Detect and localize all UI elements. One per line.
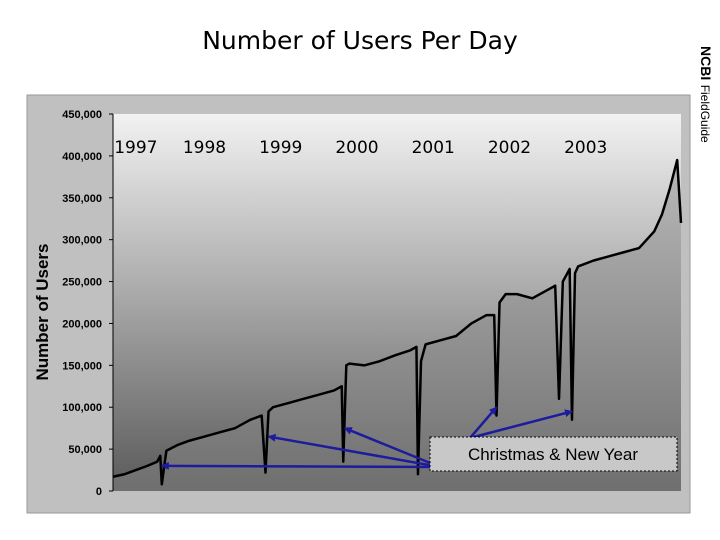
year-label: 2000 xyxy=(335,138,378,158)
series-area xyxy=(113,160,681,492)
year-label: 2002 xyxy=(488,138,531,158)
year-label: 2001 xyxy=(412,138,455,158)
y-tick-label: 0 xyxy=(96,486,102,498)
y-axis-label: Number of Users xyxy=(33,244,52,381)
plot-area xyxy=(113,114,681,491)
y-tick-label: 400,000 xyxy=(62,151,102,163)
y-tick-label: 350,000 xyxy=(62,193,102,205)
year-label: 1997 xyxy=(114,138,157,158)
annotation-arrow xyxy=(343,427,441,469)
year-label: 1998 xyxy=(183,138,226,158)
annotation-arrow xyxy=(469,409,573,440)
annotation-text: Christmas & New Year xyxy=(468,445,638,464)
year-label: 1999 xyxy=(259,138,302,158)
annotation-arrow xyxy=(469,406,498,439)
slide-title: Number of Users Per Day xyxy=(202,26,518,55)
y-tick-label: 200,000 xyxy=(62,318,102,330)
y-tick-label: 450,000 xyxy=(62,109,102,121)
y-tick-label: 300,000 xyxy=(62,235,102,247)
annotation-arrow xyxy=(267,433,441,469)
y-tick-label: 250,000 xyxy=(62,277,102,289)
annotation-arrow xyxy=(160,461,441,470)
year-label: 2003 xyxy=(564,138,607,158)
annotation-box: Christmas & New Year xyxy=(429,436,678,472)
y-tick-label: 100,000 xyxy=(62,402,102,414)
series-line xyxy=(112,158,683,486)
y-tick-label: 50,000 xyxy=(68,444,102,456)
y-tick-label: 150,000 xyxy=(62,360,102,372)
